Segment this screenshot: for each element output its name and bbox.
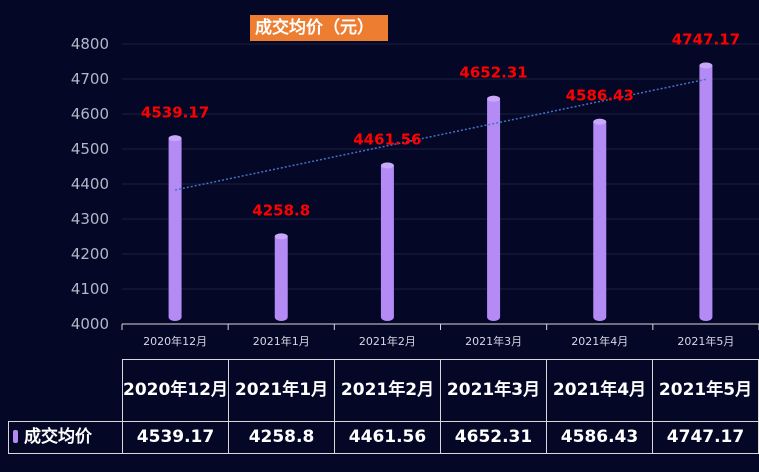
bar-cap xyxy=(593,118,607,125)
bar-cap xyxy=(699,62,713,69)
data-label: 4586.43 xyxy=(566,87,634,105)
data-table-cell: 4258.8 xyxy=(228,421,335,454)
bar-cap xyxy=(168,135,182,142)
data-table-cell: 4539.17 xyxy=(122,421,229,454)
y-tick-label: 4000 xyxy=(71,315,109,333)
data-label: 4539.17 xyxy=(141,103,209,121)
y-tick-label: 4300 xyxy=(71,210,109,228)
x-tick-label: 2021年4月 xyxy=(571,334,628,348)
x-tick-label: 2020年12月 xyxy=(143,334,207,348)
data-table-cell: 4586.43 xyxy=(546,421,653,454)
data-table-cell: 4747.17 xyxy=(652,421,759,454)
data-table: 2020年12月 2021年1月 2021年2月 2021年3月 2021年4月… xyxy=(8,359,759,454)
data-table-header: 2020年12月 xyxy=(122,359,229,422)
data-labels: 4539.17 4258.8 4461.56 4652.31 4586.43 4747.1… xyxy=(141,30,740,219)
legend-label: 成交均价 xyxy=(24,427,92,447)
y-tick-label: 4800 xyxy=(71,35,109,53)
data-label: 4258.8 xyxy=(252,201,310,219)
data-table-corner xyxy=(8,359,123,422)
data-table-header-row: 2020年12月 2021年1月 2021年2月 2021年3月 2021年4月… xyxy=(8,359,759,422)
data-table-header: 2021年3月 xyxy=(440,359,547,422)
y-tick-label: 4400 xyxy=(71,175,109,193)
bar xyxy=(274,233,288,321)
y-tick-label: 4600 xyxy=(71,105,109,123)
bar-cap xyxy=(274,233,288,240)
x-axis: 2020年12月 2021年1月 2021年2月 2021年3月 2021年4月 2021… xyxy=(121,323,759,348)
data-table-value-row: 成交均价 4539.17 4258.8 4461.56 4652.31 4586… xyxy=(8,421,759,454)
y-tick-label: 4200 xyxy=(71,245,109,263)
data-table-cell: 4652.31 xyxy=(440,421,547,454)
x-tick-label: 2021年3月 xyxy=(465,334,522,348)
bar xyxy=(487,95,501,321)
bar-cap xyxy=(380,162,394,169)
data-table-header: 2021年4月 xyxy=(546,359,653,422)
x-tick-label: 2021年2月 xyxy=(359,334,416,348)
bar xyxy=(699,62,713,321)
bar xyxy=(593,118,607,321)
data-table-header: 2021年2月 xyxy=(334,359,441,422)
bar xyxy=(380,162,394,321)
x-tick-label: 2021年1月 xyxy=(253,334,310,348)
data-table-header: 2021年5月 xyxy=(652,359,759,422)
data-label: 4747.17 xyxy=(672,30,740,48)
y-tick-label: 4700 xyxy=(71,70,109,88)
y-tick-label: 4500 xyxy=(71,140,109,158)
chart-plot: 4000 4100 4200 4300 4400 4500 4600 4700 4800 453… xyxy=(71,30,759,348)
legend-entry: 成交均价 xyxy=(8,421,123,454)
gridlines xyxy=(122,43,759,325)
legend-swatch xyxy=(13,430,18,443)
bar-cap xyxy=(487,95,501,102)
data-label: 4461.56 xyxy=(353,130,421,148)
bar xyxy=(168,135,182,321)
y-axis: 4000 4100 4200 4300 4400 4500 4600 4700 4800 xyxy=(71,35,109,333)
chart-title: 成交均价（元） xyxy=(250,15,388,41)
x-tick-label: 2021年5月 xyxy=(677,334,734,348)
data-table-cell: 4461.56 xyxy=(334,421,441,454)
data-label: 4652.31 xyxy=(459,64,527,82)
bar-series xyxy=(168,62,713,321)
data-table-header: 2021年1月 xyxy=(228,359,335,422)
y-tick-label: 4100 xyxy=(71,280,109,298)
